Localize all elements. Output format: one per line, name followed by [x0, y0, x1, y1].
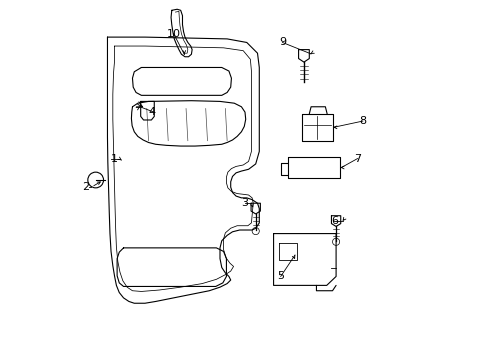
Text: 6: 6: [331, 216, 338, 226]
Text: 10: 10: [167, 28, 180, 39]
Text: 9: 9: [279, 37, 286, 48]
Text: 5: 5: [277, 271, 284, 282]
Text: 4: 4: [148, 107, 156, 117]
Text: 1: 1: [111, 154, 118, 163]
Text: 3: 3: [242, 198, 248, 208]
Text: 2: 2: [82, 182, 90, 192]
Text: 8: 8: [359, 116, 367, 126]
Text: 7: 7: [354, 154, 361, 163]
